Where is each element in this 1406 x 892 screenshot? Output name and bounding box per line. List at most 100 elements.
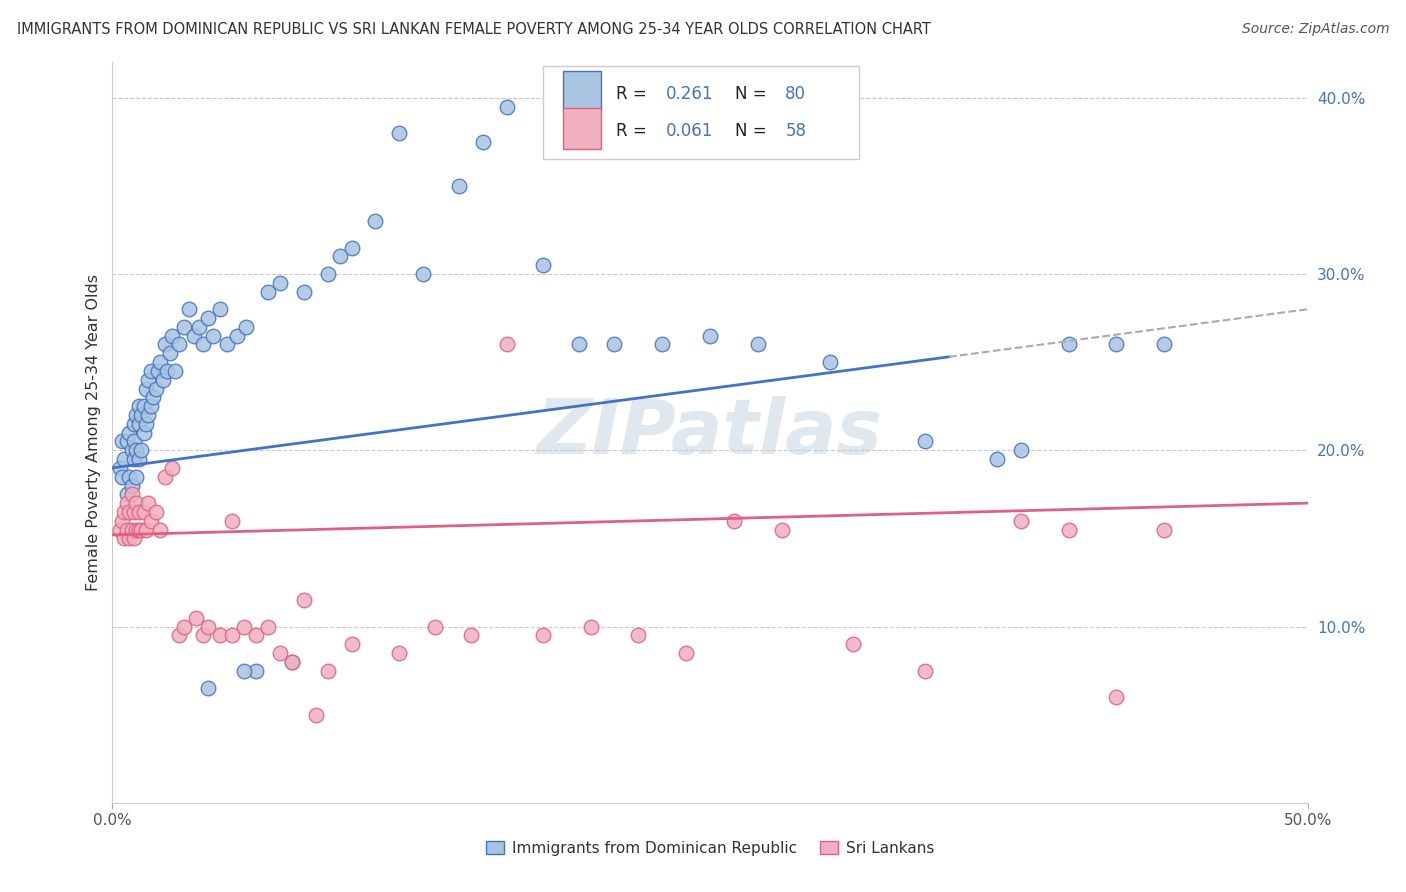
Point: [579, 619, 602, 633]
Point: [842, 637, 865, 651]
Point: [125, 523, 148, 537]
Point: [257, 285, 280, 299]
Point: [169, 628, 191, 642]
Point: [269, 276, 291, 290]
Point: [129, 523, 152, 537]
Point: [149, 355, 172, 369]
Point: [281, 655, 304, 669]
Point: [425, 619, 447, 633]
Point: [115, 496, 138, 510]
Point: [316, 664, 339, 678]
Point: [472, 135, 495, 149]
Point: [1153, 337, 1175, 351]
Point: [128, 523, 150, 537]
Text: Source: ZipAtlas.com: Source: ZipAtlas.com: [1241, 22, 1389, 37]
Point: [138, 496, 160, 510]
Point: [114, 505, 135, 519]
Point: [986, 452, 1008, 467]
Point: [1057, 523, 1080, 537]
Point: [1153, 523, 1175, 537]
Point: [447, 178, 470, 193]
Point: [177, 302, 200, 317]
Point: [138, 373, 160, 387]
Point: [162, 328, 183, 343]
Point: [142, 390, 165, 404]
Point: [388, 646, 411, 660]
Point: [245, 664, 267, 678]
Point: [364, 214, 387, 228]
Point: [914, 664, 936, 678]
Point: [118, 505, 141, 519]
Bar: [562, 71, 602, 112]
Point: [235, 319, 257, 334]
Point: [187, 319, 209, 334]
Point: [122, 434, 145, 449]
Point: [118, 469, 141, 483]
Point: [197, 681, 219, 696]
Text: N =: N =: [735, 121, 772, 139]
Point: [128, 452, 150, 467]
Point: [245, 628, 267, 642]
Text: N =: N =: [735, 85, 772, 103]
Point: [125, 469, 148, 483]
Point: [340, 240, 363, 255]
Point: [118, 425, 141, 440]
Point: [132, 399, 155, 413]
Point: [496, 99, 519, 113]
Point: [233, 664, 256, 678]
Point: [121, 487, 143, 501]
Point: [128, 399, 150, 413]
Y-axis label: Female Poverty Among 25-34 Year Olds: Female Poverty Among 25-34 Year Olds: [86, 274, 101, 591]
Point: [118, 532, 141, 546]
Point: [122, 452, 145, 467]
Point: [651, 337, 673, 351]
Point: [169, 337, 191, 351]
Point: [699, 328, 721, 343]
Point: [173, 619, 195, 633]
Point: [146, 364, 169, 378]
Point: [460, 628, 482, 642]
Point: [139, 514, 162, 528]
Point: [183, 328, 205, 343]
Point: [132, 425, 155, 440]
Point: [1010, 514, 1032, 528]
Point: [108, 523, 131, 537]
Point: [115, 434, 138, 449]
Point: [233, 619, 256, 633]
Point: [115, 487, 138, 501]
Point: [135, 523, 157, 537]
Point: [152, 373, 174, 387]
Point: [139, 399, 162, 413]
Point: [125, 443, 148, 458]
Point: [1010, 443, 1032, 458]
Point: [125, 496, 148, 510]
Point: [114, 452, 135, 467]
Point: [627, 628, 650, 642]
Point: [496, 337, 519, 351]
Point: [125, 408, 148, 422]
Point: [197, 619, 219, 633]
Point: [292, 285, 315, 299]
Point: [173, 319, 195, 334]
Point: [122, 532, 145, 546]
FancyBboxPatch shape: [543, 66, 859, 159]
Point: [747, 337, 769, 351]
Point: [388, 126, 411, 140]
Point: [145, 382, 167, 396]
Point: [340, 637, 363, 651]
Point: [221, 514, 243, 528]
Point: [163, 364, 186, 378]
Point: [121, 523, 143, 537]
Point: [292, 593, 315, 607]
Point: [269, 646, 291, 660]
Point: [138, 408, 160, 422]
Point: [1105, 690, 1128, 704]
Point: [115, 523, 138, 537]
Point: [122, 505, 145, 519]
Point: [132, 505, 155, 519]
Point: [159, 346, 181, 360]
Point: [197, 311, 219, 326]
Point: [145, 505, 167, 519]
Point: [193, 337, 215, 351]
Point: [128, 505, 150, 519]
